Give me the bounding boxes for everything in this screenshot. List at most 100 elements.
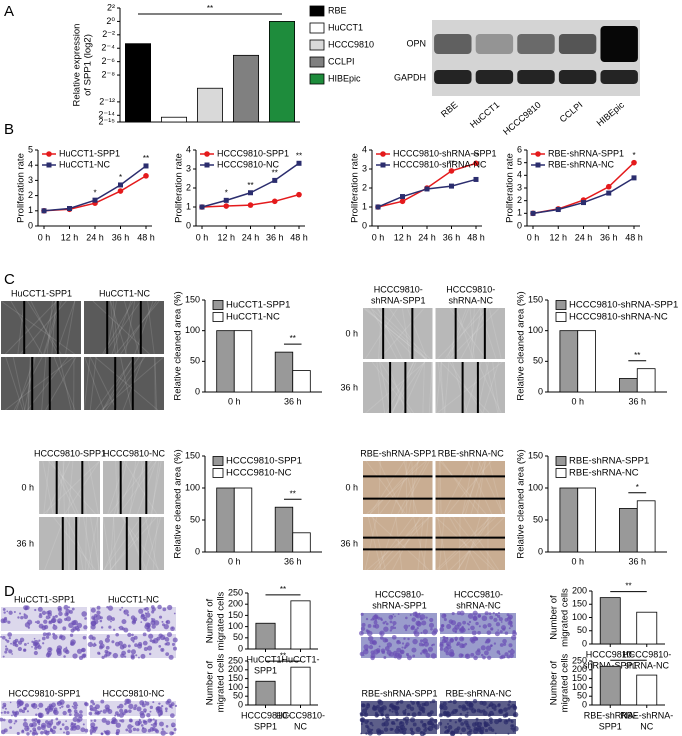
texture bbox=[4, 300, 58, 355]
texture bbox=[388, 307, 426, 360]
cell-stain bbox=[412, 638, 418, 645]
cell-stain bbox=[425, 616, 428, 619]
texture bbox=[417, 516, 424, 571]
cell-stain bbox=[397, 613, 400, 616]
cell-stain bbox=[146, 713, 151, 718]
texture bbox=[85, 516, 87, 571]
image-column-label: RBE-shRNA-NC bbox=[445, 688, 512, 698]
cell-stain bbox=[473, 655, 478, 661]
cell-stain bbox=[421, 620, 427, 626]
cell-stain bbox=[429, 710, 434, 715]
cell-stain bbox=[170, 702, 175, 706]
cell-stain bbox=[443, 647, 449, 653]
image-column-label: HuCCT1-SPP1 bbox=[11, 288, 72, 298]
cell-stain bbox=[140, 621, 143, 623]
texture bbox=[435, 516, 494, 571]
cell-stain bbox=[394, 706, 398, 711]
significance: ** bbox=[290, 489, 296, 498]
bar bbox=[559, 330, 579, 393]
cell-stain bbox=[40, 725, 46, 731]
cell-stain bbox=[391, 634, 397, 640]
texture bbox=[102, 516, 112, 571]
image-column-label: HCCC9810-SPP1 bbox=[34, 448, 106, 458]
bar bbox=[125, 43, 152, 123]
cell-stain bbox=[50, 719, 54, 722]
cell-stain bbox=[95, 726, 98, 729]
cell-stain bbox=[446, 728, 451, 733]
texture bbox=[366, 307, 417, 360]
y-tick-label: 1 bbox=[28, 205, 33, 215]
cell-stain bbox=[104, 704, 110, 710]
y-tick-label: 50 bbox=[233, 691, 243, 701]
bar bbox=[216, 487, 235, 553]
series-line bbox=[532, 177, 635, 215]
image-row-label: 0 h bbox=[21, 482, 34, 492]
cell-stain bbox=[460, 732, 462, 735]
lane-label: HCCC9810 bbox=[501, 100, 543, 137]
cell-stain bbox=[365, 629, 369, 633]
cell-stain bbox=[105, 720, 111, 726]
texture bbox=[124, 300, 136, 355]
y-tick-label: 100 bbox=[228, 682, 243, 692]
texture bbox=[26, 300, 62, 355]
cell-stain bbox=[450, 620, 457, 626]
cell-stain bbox=[90, 719, 93, 722]
cell-stain bbox=[370, 650, 375, 655]
texture bbox=[103, 516, 142, 571]
cell-stain bbox=[81, 611, 87, 617]
cell-stain bbox=[479, 729, 485, 735]
y-tick-label: 1 bbox=[186, 201, 191, 211]
cell-stain bbox=[469, 637, 475, 643]
y-tick-label: 0 bbox=[582, 699, 587, 709]
cell-stain bbox=[43, 624, 49, 630]
cell-stain bbox=[131, 633, 134, 637]
cell-stain bbox=[423, 703, 427, 706]
legend-swatch bbox=[212, 300, 224, 310]
cell-stain bbox=[100, 732, 104, 735]
cell-stain bbox=[47, 610, 52, 615]
texture bbox=[107, 460, 126, 515]
blot-band bbox=[600, 26, 638, 62]
cell-stain bbox=[139, 700, 145, 706]
texture bbox=[406, 307, 428, 360]
cell-stain bbox=[470, 625, 475, 631]
cell-stain bbox=[76, 627, 80, 632]
x-tick-label: 36 h bbox=[112, 232, 130, 242]
cell-stain bbox=[37, 606, 43, 612]
cell-stain bbox=[476, 725, 482, 731]
texture bbox=[369, 460, 405, 515]
cell-stain bbox=[14, 638, 19, 643]
texture bbox=[365, 460, 407, 515]
cell-stain bbox=[407, 637, 410, 641]
cell-stain bbox=[62, 626, 67, 631]
cell-stain bbox=[414, 614, 419, 618]
y-tick-label: 1 bbox=[362, 201, 367, 211]
cell-stain bbox=[89, 708, 92, 711]
texture bbox=[369, 460, 420, 515]
cell-stain bbox=[44, 707, 48, 711]
texture bbox=[134, 300, 154, 355]
cell-stain bbox=[63, 655, 66, 658]
cell-stain bbox=[111, 640, 115, 644]
texture bbox=[478, 307, 497, 360]
x-tick-label: HCCC9810- bbox=[276, 710, 325, 720]
cell-stain bbox=[361, 622, 366, 627]
y-tick-label: 0 bbox=[582, 638, 587, 648]
texture bbox=[43, 460, 50, 515]
texture bbox=[391, 361, 414, 414]
data-point bbox=[375, 204, 381, 210]
texture bbox=[403, 460, 418, 515]
cell-stain bbox=[392, 650, 398, 656]
y-tick-label: 250 bbox=[228, 587, 243, 597]
significance: * bbox=[632, 151, 635, 160]
data-point bbox=[247, 202, 254, 208]
cell-stain bbox=[471, 722, 477, 727]
texture bbox=[27, 356, 69, 411]
cell-stain bbox=[121, 650, 127, 656]
cell-stain bbox=[63, 731, 65, 734]
cell-stain bbox=[511, 724, 515, 728]
cell-stain bbox=[108, 625, 112, 629]
cell-stain bbox=[425, 653, 431, 658]
cell-stain bbox=[119, 608, 122, 611]
bar bbox=[268, 21, 295, 123]
